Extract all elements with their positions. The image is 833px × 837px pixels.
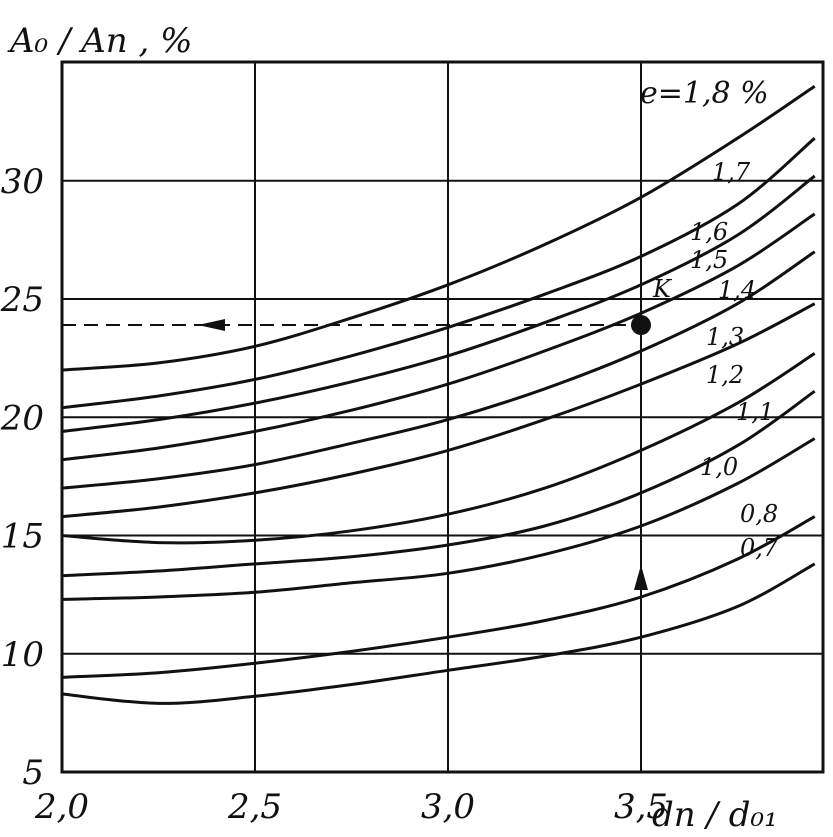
x-tick-label: 2,5 xyxy=(227,787,282,827)
y-tick-label: 10 xyxy=(1,635,44,675)
y-axis-label: A₀ / Aп , % xyxy=(7,21,192,61)
y-tick-label: 30 xyxy=(1,162,44,202)
curve-line xyxy=(62,84,816,372)
curve-line xyxy=(62,250,816,490)
curve-label: e=1,8 % xyxy=(640,76,769,111)
arrow-left xyxy=(198,319,225,332)
tick-labels: 2,0 2,5 3,0 3,5 5 10 15 20 25 30 xyxy=(0,162,668,827)
curve-label: 1,3 xyxy=(706,323,744,351)
curve-label: 1,0 xyxy=(700,453,738,481)
curve-line xyxy=(62,302,816,519)
curve-label: 1,2 xyxy=(706,361,744,389)
curve-line xyxy=(62,352,816,545)
curve-line xyxy=(62,389,816,578)
curves xyxy=(62,84,816,705)
curve-label: 1,5 xyxy=(690,246,728,274)
y-tick-label: 25 xyxy=(0,280,44,320)
curve-line xyxy=(62,515,816,679)
curve-line xyxy=(62,562,816,705)
arrow-up xyxy=(634,565,648,590)
point-label: K xyxy=(652,275,673,303)
x-tick-label: 3,5 xyxy=(614,787,668,827)
point-marker xyxy=(631,315,651,336)
y-tick-label: 5 xyxy=(22,753,44,793)
x-tick-label: 3,0 xyxy=(421,787,475,827)
y-tick-label: 15 xyxy=(1,517,44,557)
grid xyxy=(60,60,825,774)
curve-label: 0,8 xyxy=(740,500,778,528)
curve-line xyxy=(62,137,816,410)
annotation: K xyxy=(62,62,673,772)
curve-label: 0,7 xyxy=(740,534,779,562)
curve-label: 1,1 xyxy=(736,398,774,426)
curve-line xyxy=(62,437,816,601)
curve-label: 1,7 xyxy=(712,158,751,186)
curve-line xyxy=(62,212,816,462)
y-tick-label: 20 xyxy=(0,398,44,438)
curve-label: 1,4 xyxy=(718,276,756,304)
x-tick-label: 2,0 xyxy=(34,787,89,827)
x-axis-label: dп / d₀₁ xyxy=(652,795,778,835)
curve-line xyxy=(62,174,816,433)
curve-labels: e=1,8 % 1,7 1,61,51,4 1,3 1,2 1,1 1,00,8 0,7 xyxy=(640,76,779,562)
curve-label: 1,6 xyxy=(690,218,728,246)
